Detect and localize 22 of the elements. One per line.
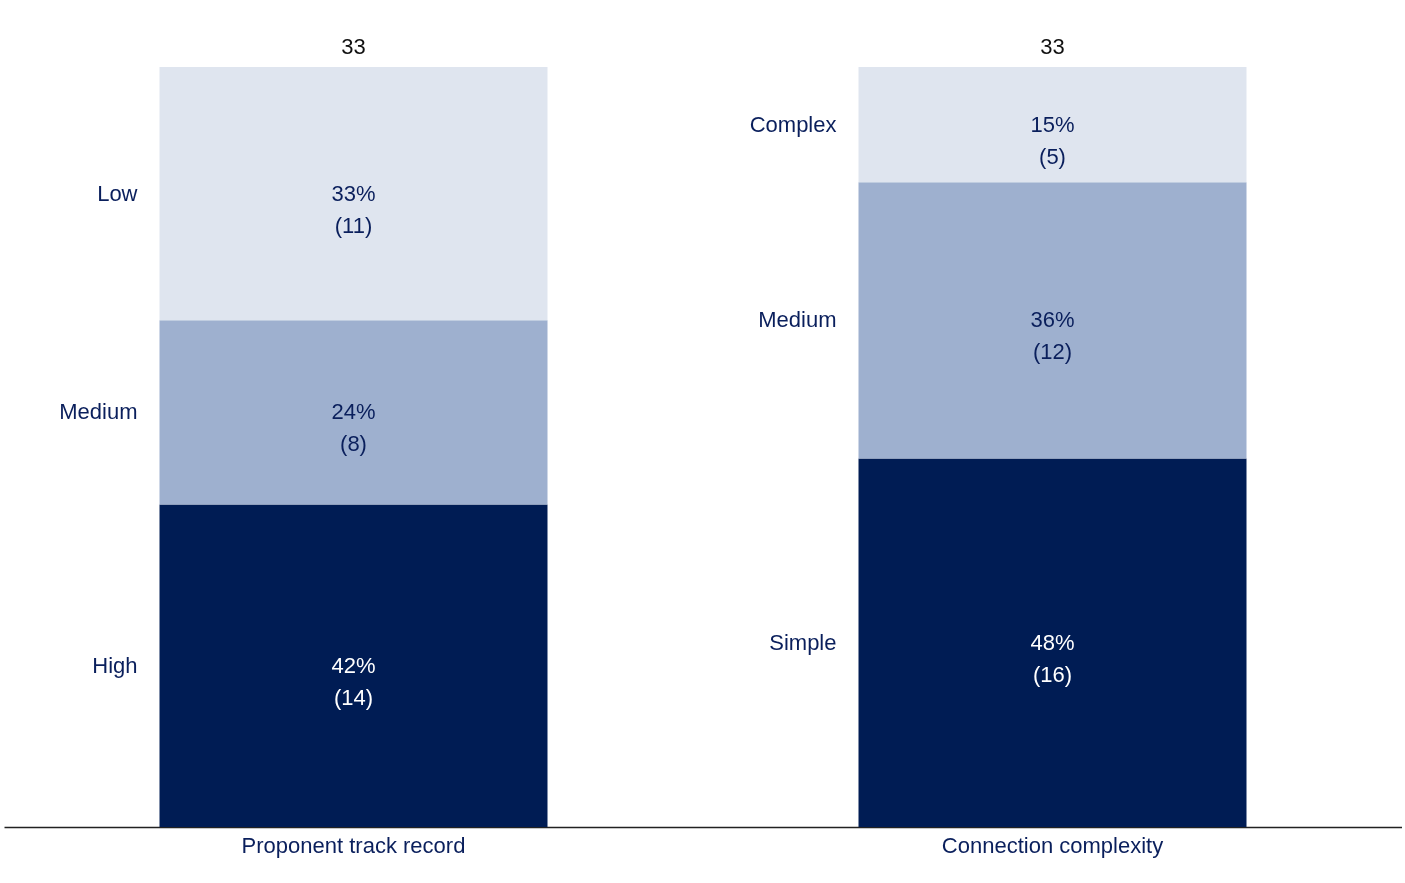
- bar: [858, 67, 1247, 183]
- bar: [858, 458, 1247, 827]
- data-label: 15% (5): [1030, 111, 1075, 169]
- bar: [159, 504, 548, 827]
- annotation: Medium: [59, 399, 138, 425]
- total-label: 33: [1040, 34, 1065, 59]
- data-label: 42% (14): [331, 652, 376, 710]
- annotation: Complex: [749, 111, 837, 137]
- annotation: Simple: [769, 629, 837, 655]
- data-label: 33% (11): [331, 180, 376, 238]
- data-label: 36% (12): [1030, 307, 1075, 365]
- annotation: Low: [97, 180, 138, 206]
- bar: [858, 182, 1247, 459]
- annotation: High: [92, 652, 138, 678]
- bar: [159, 320, 548, 505]
- bar: [159, 67, 548, 321]
- data-label: 24% (8): [331, 399, 376, 457]
- x-tick-label: Connection complexity: [941, 832, 1164, 858]
- x-tick-label: Proponent track record: [241, 832, 466, 858]
- annotation: Medium: [758, 307, 837, 333]
- total-label: 33: [341, 34, 366, 59]
- data-label: 48% (16): [1030, 629, 1075, 687]
